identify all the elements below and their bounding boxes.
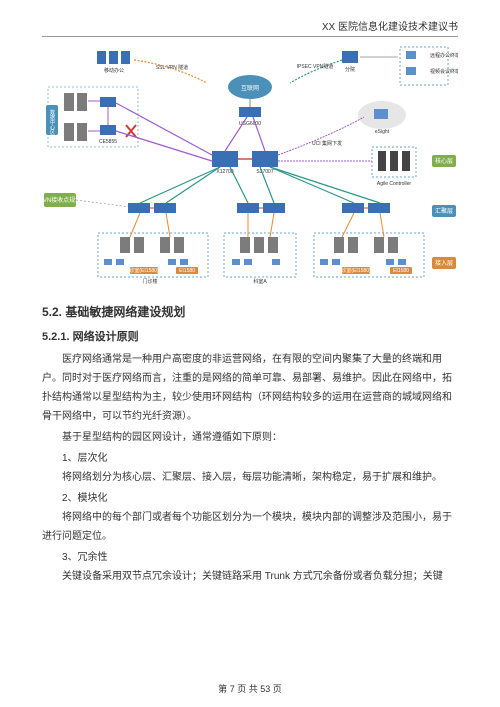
- svg-text:诊室(EI1580): 诊室(EI1580): [341, 267, 371, 274]
- subsection-heading: 5.2.1. 网络设计原则: [42, 328, 458, 344]
- list-item-head: 1、层次化: [42, 449, 458, 468]
- list-item-body: 将网络划分为核心层、汇聚层、接入层，每层功能清晰，架构稳定，易于扩展和维护。: [42, 468, 458, 487]
- list-item-head: 2、模块化: [42, 489, 458, 508]
- paragraph: 基于星型结构的园区网设计，通常遵循如下原则：: [42, 428, 458, 447]
- svg-text:门诊楼: 门诊楼: [142, 278, 157, 285]
- dc-zone-label: 数据中心区: [49, 109, 55, 135]
- mobile-office-group: 移动办公: [97, 51, 130, 74]
- list-item-body: 关键设备采用双节点冗余设计；关键链路采用 Trunk 方式冗余备份或者负载分担；…: [42, 567, 458, 586]
- list-item-body: 将网络中的每个部门或者每个功能区划分为一个模块，模块内部的调整涉及范围小，易于进…: [42, 508, 458, 546]
- zone-access-label: 接入层: [435, 259, 453, 267]
- branch-group: 分院: [342, 51, 358, 73]
- svg-text:Agile Controller: Agile Controller: [377, 181, 412, 187]
- svg-text:UCI 集网下发: UCI 集网下发: [312, 140, 342, 147]
- svg-text:EI1580: EI1580: [393, 268, 409, 274]
- svg-text:EI1580: EI1580: [179, 268, 195, 274]
- doc-header-title: XX 医院信息化建设技术建议书: [42, 18, 458, 37]
- svg-text:分院: 分院: [345, 66, 355, 73]
- svg-text:诊室(EI1580): 诊室(EI1580): [129, 267, 159, 274]
- network-diagram: 核心层 汇聚层 接入层 互联网 移动办公 SSL VPN 隧道 分院: [42, 45, 458, 285]
- svg-text:视频会议终端: 视频会议终端: [430, 68, 458, 75]
- svg-text:远程办公终端: 远程办公终端: [430, 52, 458, 59]
- svg-text:S27007: S27007: [256, 169, 273, 175]
- svg-text:SSL VPN 隧道: SSL VPN 隧道: [156, 64, 188, 71]
- zone-core-label: 核心层: [435, 157, 453, 165]
- section-heading: 5.2. 基础敏捷网络建设规划: [42, 303, 458, 320]
- zone-agg-label: 汇聚层: [435, 207, 453, 215]
- svn-label: SVN接收点规划: [42, 196, 81, 204]
- svg-text:CE5855: CE5855: [99, 139, 117, 145]
- list-item-head: 3、冗余性: [42, 548, 458, 567]
- svg-text:IPSEC VPN隧道: IPSEC VPN隧道: [297, 63, 334, 70]
- svg-text:移动办公: 移动办公: [104, 67, 124, 74]
- svg-text:科室A: 科室A: [253, 278, 267, 285]
- cloud-label: 互联网: [241, 84, 259, 92]
- page-footer: 第 7 页 共 53 页: [0, 682, 500, 695]
- svg-text:eSight: eSight: [375, 129, 390, 135]
- paragraph: 医疗网络通常是一种用户高密度的非运营网络，在有限的空间内聚集了大量的终端和用户。…: [42, 350, 458, 426]
